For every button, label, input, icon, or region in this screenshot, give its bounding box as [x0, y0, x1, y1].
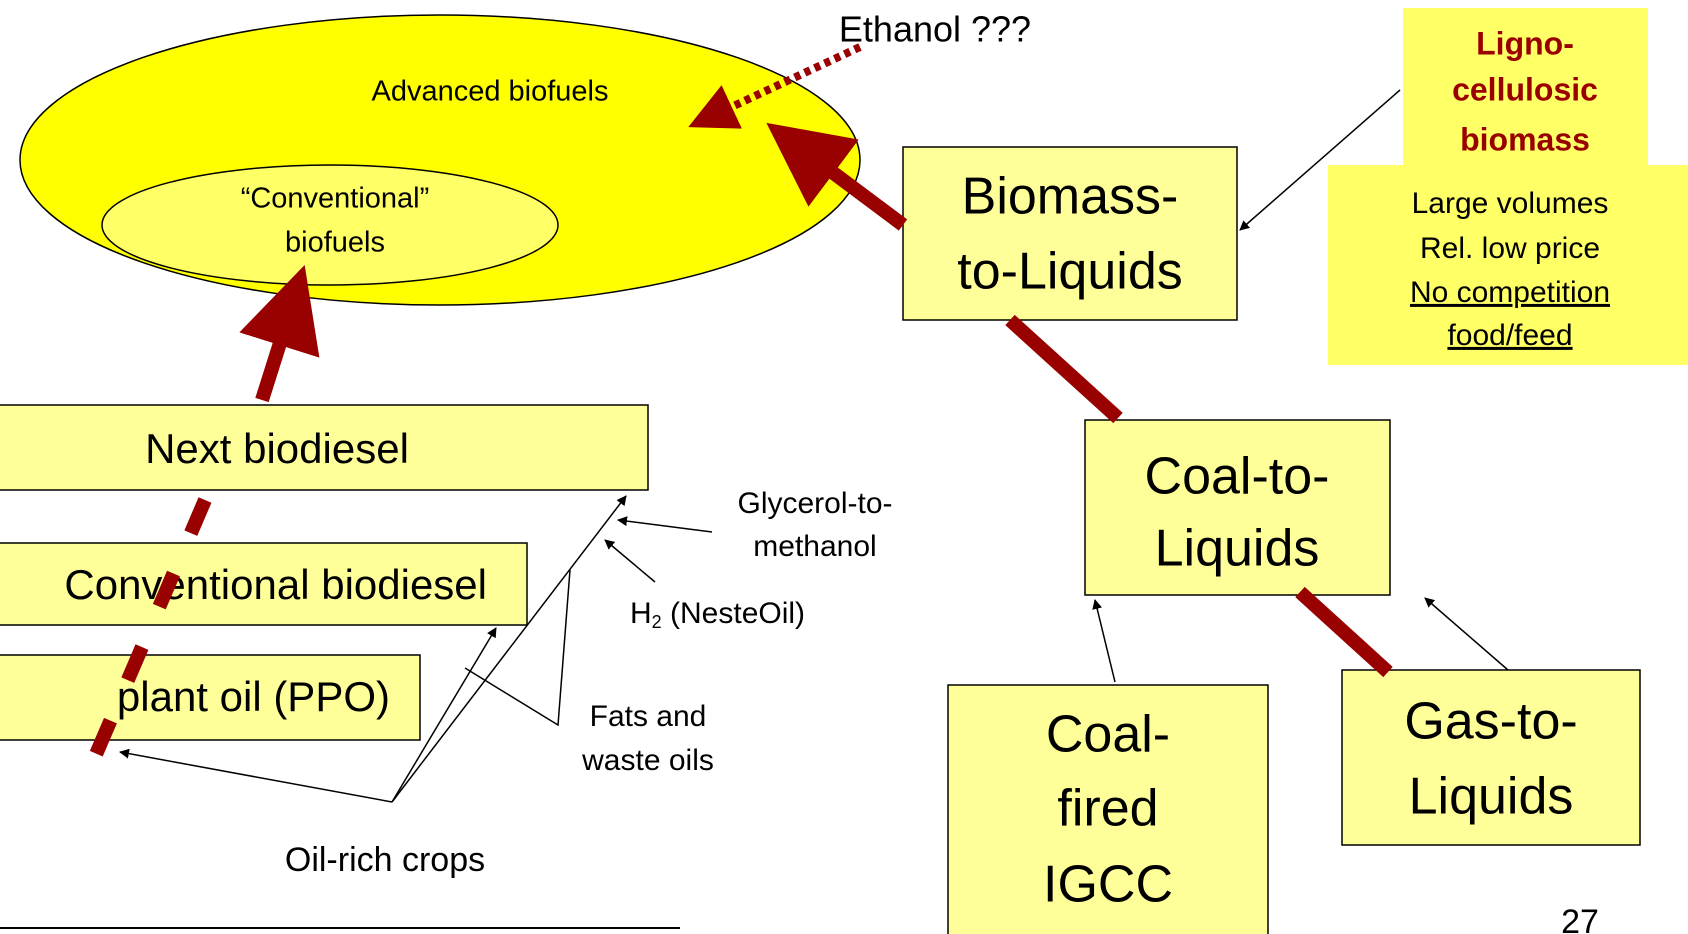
gtl-label: Gas-to-: [1404, 693, 1577, 751]
btl-label: Biomass-: [962, 168, 1179, 226]
btl-node: Biomass- to-Liquids: [902, 146, 1238, 321]
h2-main: H: [630, 597, 652, 630]
conventional-ellipse: [101, 164, 559, 286]
ctl-label: Coal-to-: [1145, 448, 1330, 506]
conv-biodiesel-box: [0, 542, 528, 626]
fats-label: Fats and: [590, 700, 707, 733]
conventional-label: “Conventional”: [241, 183, 430, 215]
ethanol-label: Ethanol ???: [839, 9, 1031, 50]
biodiesel-nodes: Next biodiesel Conventional biodiesel pl…: [0, 404, 649, 741]
gtl-box: [1341, 669, 1641, 846]
arrow: [119, 748, 393, 803]
btl-box: [902, 146, 1238, 321]
igcc-box: [947, 684, 1269, 934]
h2-rest: (NesteOil): [662, 597, 805, 630]
ligno-box: [1403, 8, 1648, 168]
ctl-box: [1084, 419, 1391, 596]
arrow: [391, 495, 627, 803]
glycerol-label: methanol: [753, 530, 876, 563]
page-number: 27: [1561, 903, 1599, 934]
arrow: [391, 627, 497, 803]
fats-label: waste oils: [581, 744, 714, 777]
ligno-label: cellulosic: [1452, 71, 1598, 107]
next-biodiesel-box: [0, 404, 649, 491]
igcc-label: IGCC: [1043, 856, 1173, 914]
ligno-prop: Large volumes: [1412, 187, 1609, 220]
h2-label: H2 (NesteOil): [630, 597, 805, 632]
gtl-node: Gas-to- Liquids: [1341, 669, 1641, 846]
ligno-props-box: [1328, 165, 1688, 365]
igcc-label: Coal-: [1046, 706, 1170, 764]
h2-sub: 2: [652, 612, 662, 632]
red-arrow: [766, 122, 908, 231]
conventional-label: biofuels: [285, 227, 385, 259]
arrow: [604, 539, 656, 583]
next-biodiesel-label: Next biodiesel: [145, 425, 409, 472]
dotted-arrow: [688, 43, 862, 129]
arrow: [617, 516, 713, 533]
red-connectors: [78, 43, 1393, 783]
ctl-node: Coal-to- Liquids: [1084, 419, 1391, 596]
ppo-box: [0, 654, 421, 741]
biofuel-ellipses: Advanced biofuels “Conventional” biofuel…: [19, 14, 861, 306]
gtl-label: Liquids: [1409, 768, 1574, 826]
fats-lines: [464, 569, 571, 727]
ligno-label: biomass: [1460, 121, 1590, 157]
ctl-label: Liquids: [1155, 520, 1320, 578]
thin-arrows: [0, 89, 1509, 929]
arrow: [1092, 599, 1116, 683]
ppo-label: plant oil (PPO): [117, 673, 390, 720]
dashed-link: [78, 497, 212, 783]
igcc-label: fired: [1057, 780, 1158, 838]
ligno-prop: No competition: [1410, 276, 1610, 309]
btl-label: to-Liquids: [957, 243, 1182, 301]
ligno-node: Ligno- cellulosic biomass Large volumes …: [1328, 8, 1688, 365]
ligno-prop: food/feed: [1447, 319, 1572, 352]
ligno-prop: Rel. low price: [1420, 232, 1600, 265]
ligno-label: Ligno-: [1476, 25, 1574, 61]
red-link: [1005, 314, 1123, 424]
arrow: [1239, 89, 1401, 231]
glycerol-label: Glycerol-to-: [737, 487, 892, 520]
igcc-node: Coal- fired IGCC: [947, 684, 1269, 934]
conv-biodiesel-label: Conventional biodiesel: [64, 561, 487, 608]
red-arrow: [239, 264, 320, 403]
red-link: [1295, 586, 1393, 678]
advanced-label: Advanced biofuels: [372, 76, 609, 108]
arrow: [1424, 597, 1509, 671]
crops-label: Oil-rich crops: [285, 841, 485, 879]
